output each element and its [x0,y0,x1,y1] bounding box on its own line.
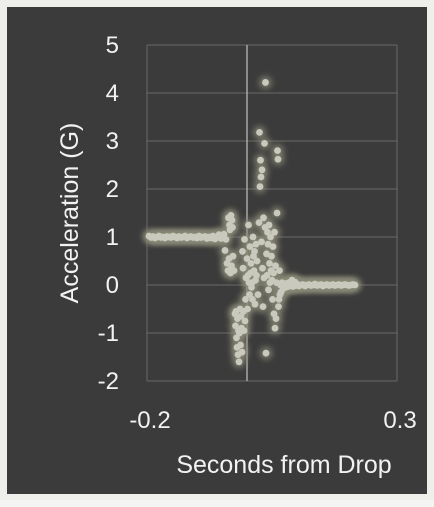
data-point [269,243,277,251]
y-tick-label: -2 [98,368,119,395]
data-point [275,303,282,310]
data-point [258,166,266,174]
data-point [249,233,257,241]
y-tick-label: 4 [106,80,119,107]
data-point [229,252,237,260]
data-point [258,238,265,246]
data-point [257,156,264,164]
data-point [259,303,267,310]
data-point [262,79,269,86]
data-point [252,240,260,248]
data-point [244,305,251,313]
x-tick-labels: -0.2 0.3 [129,407,416,434]
x-tick-label: -0.2 [129,407,170,434]
data-point [261,140,268,147]
data-point [246,243,254,251]
data-point [254,291,262,298]
y-tick-label: 1 [106,224,119,251]
data-point [235,358,243,366]
data-point [220,230,228,238]
data-point [267,233,274,241]
data-point [242,296,249,303]
data-point [276,267,283,274]
data-point [253,272,260,279]
data-point [241,317,249,325]
data-point [238,348,246,356]
y-tick-label: 2 [106,176,119,203]
data-points [145,79,359,366]
scatter-plot: -2 -1 0 1 2 3 4 5 -0.2 0.3 Seconds from Drop Acc… [56,32,417,479]
data-point [237,341,244,349]
data-point [273,209,281,217]
data-point [274,155,282,163]
data-point [271,228,278,236]
data-point [228,216,236,224]
data-point [245,221,252,229]
data-point [257,173,265,181]
data-point [243,255,251,262]
data-point [274,147,281,155]
x-tick-label: 0.3 [383,407,416,434]
y-tick-label: 3 [106,128,119,155]
data-point [265,221,273,229]
data-point [230,267,238,274]
y-tick-label: 5 [106,32,119,59]
data-point [253,257,261,265]
data-point [269,296,276,303]
data-point [263,272,271,279]
y-tick-label: -1 [98,320,119,347]
x-axis-title: Seconds from Drop [176,451,391,479]
y-tick-label: 0 [106,272,119,299]
data-point [239,248,246,255]
marker-glow-layer [143,76,361,368]
data-point [260,214,267,222]
data-point [259,264,266,272]
gridlines [146,44,398,382]
data-point [221,247,229,254]
data-point [229,224,236,231]
data-point [255,219,263,227]
data-point [241,236,248,243]
data-point [351,281,359,289]
data-point [268,252,275,260]
y-tick-labels: -2 -1 0 1 2 3 4 5 [98,32,119,395]
data-point [240,327,248,334]
data-point [272,262,279,270]
data-point [262,349,270,357]
data-point [266,260,273,267]
data-point [256,128,263,136]
data-point [256,183,264,191]
data-point [270,269,277,277]
data-point [247,260,255,267]
data-point [272,315,280,322]
data-point [251,300,259,308]
data-point [271,324,279,332]
data-point [239,264,247,272]
data-point [251,248,258,255]
y-axis-title: Acceleration (G) [56,123,84,304]
data-point [222,236,230,243]
data-point [265,286,272,294]
